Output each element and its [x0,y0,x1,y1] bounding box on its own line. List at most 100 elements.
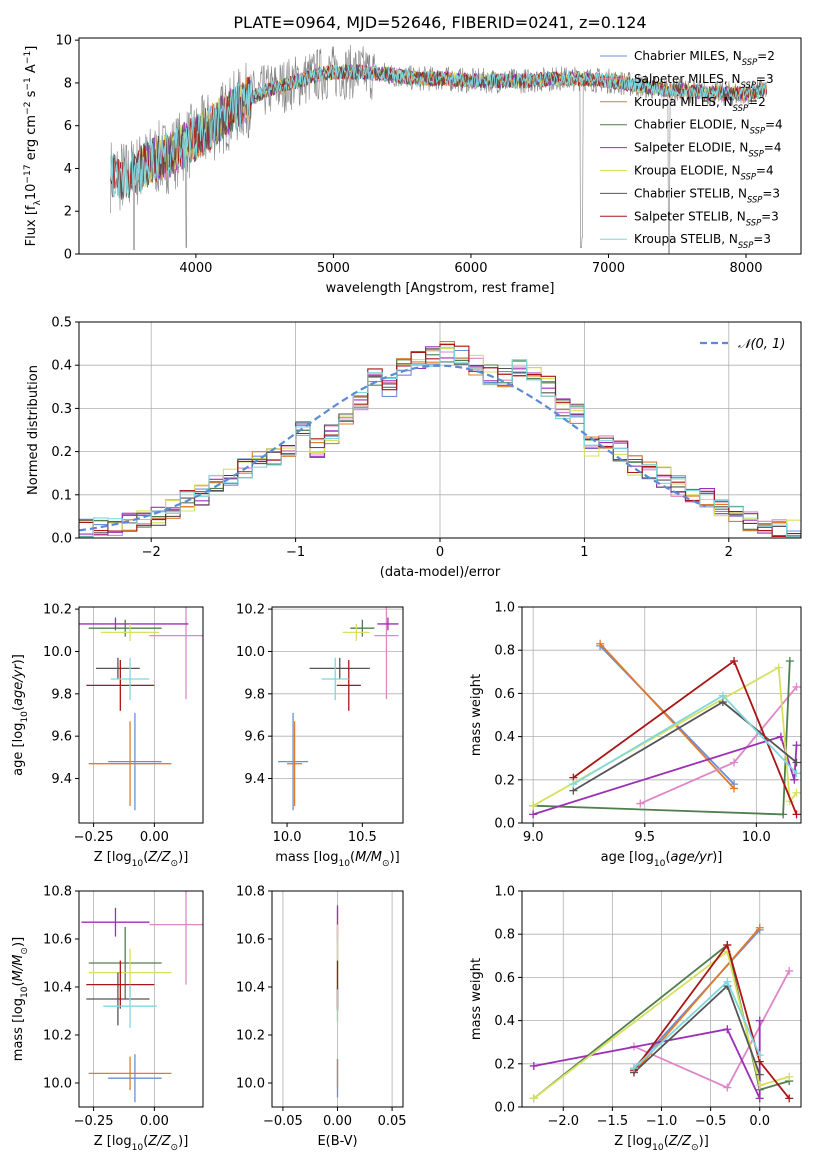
legend-entry: Salpeter MILES, NSSP=3 [634,72,774,90]
mass-weight-marker [785,1094,794,1103]
x-tick-label: −1.0 [646,1114,678,1129]
figure-title: PLATE=0964, MJD=52646, FIBERID=0241, z=0… [233,13,646,32]
y-tick-label: 0.4 [494,730,515,745]
mass-weight-marker [723,941,732,949]
y-tick-label: 8 [64,76,72,91]
y-tick-label: 0.1 [51,488,72,503]
mass-weight-marker [730,784,739,793]
legend-entry: Chabrier MILES, NSSP=2 [634,49,775,67]
mass-vs-Z-panel: −0.25 0.00 10.0 10.2 10.4 10.6 10.8 Z [log10(Z/… [11,885,204,1153]
x-tick-label: −0.25 [74,1114,114,1129]
plot-frame [271,606,404,824]
y-tick-label: 0.5 [51,316,72,331]
mass-weight-marker [596,639,605,648]
x-tick-label: 0.00 [140,830,169,845]
legend-entry: 𝒩(0, 1) [738,337,785,352]
mass-weight-marker [569,780,578,789]
y-axis-label: Flux [fλ10−17 erg cm−2 s−1 A−1] [23,46,43,247]
y-axis-label: age [log10(age/yr)] [11,654,30,776]
mass-weight-line [633,942,790,1099]
mass-weight-marker [629,1064,638,1073]
y-tick-label: 0.8 [494,644,515,659]
x-axis-label: age [log10(age/yr)] [601,850,723,869]
y-tick-label: 9.8 [244,687,265,702]
y-axis-label: mass weight [469,958,484,1040]
x-axis-label: E(B-V) [317,1134,357,1149]
mass-weight-marker [792,682,801,691]
y-tick-label: 2 [64,205,72,220]
plot-frame [78,321,802,539]
y-tick-label: 6 [64,119,72,134]
y-tick-label: 0.4 [51,359,72,374]
x-tick-label: −0.05 [263,1114,303,1129]
y-tick-label: 0.2 [494,773,515,788]
mass-weight-marker [755,923,764,932]
mass-weight-marker [730,758,739,767]
mass-weight-vs-age-panel: 9.0 9.5 10.0 0.0 0.2 0.4 0.6 0.8 1.0 age [log10(a… [469,601,802,869]
x-tick-label: 0.05 [378,1114,407,1129]
y-tick-label: 0 [64,248,72,263]
x-tick-label: −2 [142,545,161,560]
y-axis-label: mass weight [469,674,484,756]
y-tick-label: 9.4 [244,772,265,787]
y-tick-label: 10.2 [43,603,72,618]
x-tick-label: −1.5 [597,1114,629,1129]
x-axis-label: Z [log10(Z/Z⊙)] [94,1134,189,1153]
plot-frame [271,890,404,1108]
y-tick-label: 10.2 [43,1029,72,1044]
mass-weight-marker [636,799,645,808]
x-tick-label: −1 [286,545,305,560]
mass-vs-ebv-panel: −0.05 0.00 0.05 10.0 10.2 10.4 10.6 10.8 E(B-V) [236,885,407,1150]
y-tick-label: 10.6 [236,933,265,948]
x-tick-label: −0.5 [695,1114,727,1129]
x-tick-label: 10.0 [742,830,771,845]
legend-entry: Kroupa ELODIE, NSSP=4 [634,164,774,182]
mass-weight-marker [779,810,788,819]
x-tick-label: 9.5 [634,830,655,845]
x-tick-label: 8000 [729,261,762,276]
legend-entry: Salpeter ELODIE, NSSP=4 [634,141,782,159]
y-tick-label: 9.6 [244,730,265,745]
x-tick-label: 7000 [592,261,625,276]
y-tick-label: 1.0 [494,601,515,616]
mass-weight-marker [792,788,801,797]
y-tick-label: 10.0 [236,1077,265,1092]
mass-weight-marker [718,691,727,700]
mass-weight-marker [774,663,783,672]
plot-frame [78,606,204,824]
plot-frame [78,37,802,255]
y-tick-label: 0.2 [494,1057,515,1072]
legend-entry: Kroupa STELIB, NSSP=3 [634,232,771,250]
x-tick-label: −2.0 [547,1114,579,1129]
mass-weight-line [572,700,798,792]
y-tick-label: 10.4 [236,981,265,996]
y-axis-label: Normed distribution [26,365,41,495]
y-tick-label: 10.8 [236,885,265,900]
x-tick-label: 1 [580,545,588,560]
y-tick-label: 0.8 [494,928,515,943]
residual-histogram-panel: −2 −1 0 1 2 0.0 0.1 0.2 0.3 0.4 0.5 𝒩(0, 1) (data-mo… [26,316,802,580]
plot-frame [521,890,802,1108]
x-tick-label: −0.25 [74,830,114,845]
mass-weight-marker [529,1094,538,1103]
age-vs-Z-panel: −0.25 0.00 9.4 9.6 9.8 10.0 10.2 Z [log10(Z/Z⊙)… [11,603,204,869]
mass-weight-marker [723,1025,732,1034]
x-tick-label: 10.5 [348,830,377,845]
mass-weight-marker [792,810,801,819]
x-axis-label: (data-model)/error [380,565,501,580]
y-tick-label: 10 [55,34,72,49]
spectrum-panel: 4000 5000 6000 7000 8000 0 2 4 6 8 10 Chabrier MILE… [23,34,802,296]
y-tick-label: 0.2 [51,445,72,460]
mass-weight-marker [790,775,799,784]
mass-weight-marker [755,1070,764,1079]
mass-weight-marker [755,1051,764,1060]
x-axis-label: wavelength [Angstrom, rest frame] [326,281,555,296]
x-tick-label: 10.0 [273,830,302,845]
mass-weight-marker [785,1072,794,1081]
mass-weight-marker [755,1016,764,1025]
mass-weight-marker [529,1061,538,1070]
y-tick-label: 9.4 [51,772,72,787]
legend-entry: Salpeter STELIB, NSSP=3 [634,209,779,227]
y-tick-label: 10.2 [236,1029,265,1044]
x-tick-label: 9.0 [523,830,544,845]
